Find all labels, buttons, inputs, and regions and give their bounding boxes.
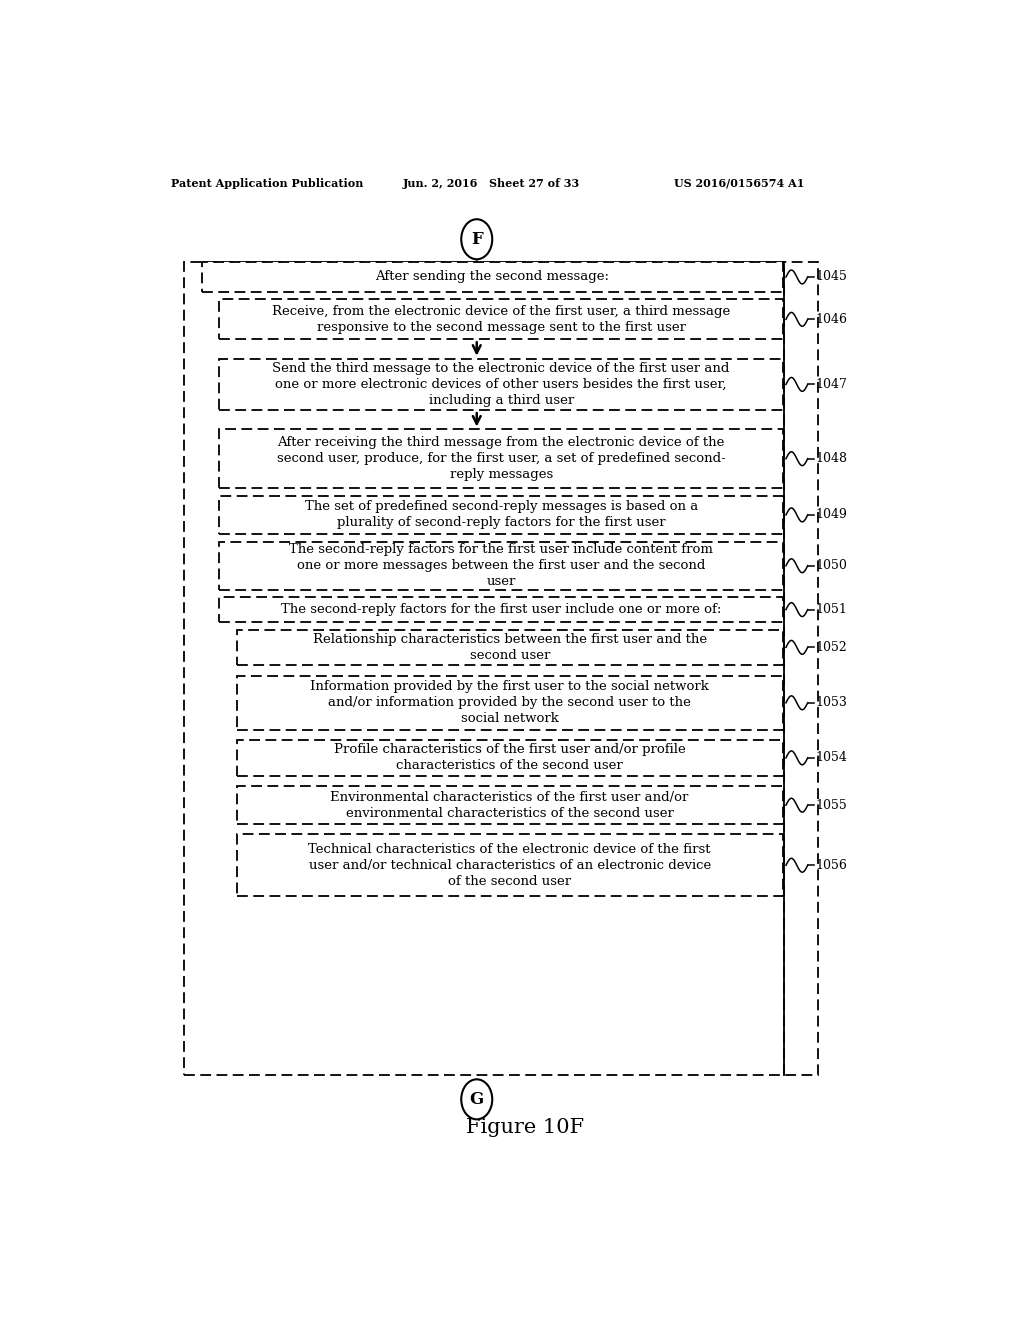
FancyBboxPatch shape xyxy=(202,263,783,292)
FancyBboxPatch shape xyxy=(219,496,783,535)
FancyBboxPatch shape xyxy=(219,543,783,590)
Text: F: F xyxy=(471,231,482,248)
FancyBboxPatch shape xyxy=(237,676,783,730)
Text: Environmental characteristics of the first user and/or
environmental characteris: Environmental characteristics of the fir… xyxy=(331,791,689,820)
Text: Information provided by the first user to the social network
and/or information : Information provided by the first user t… xyxy=(310,680,710,725)
Text: Relationship characteristics between the first user and the
second user: Relationship characteristics between the… xyxy=(312,632,707,661)
FancyBboxPatch shape xyxy=(237,630,783,665)
Text: 1049: 1049 xyxy=(815,508,847,521)
Text: The set of predefined second-reply messages is based on a
plurality of second-re: The set of predefined second-reply messa… xyxy=(304,500,697,529)
Text: 1052: 1052 xyxy=(815,640,847,653)
Text: Jun. 2, 2016   Sheet 27 of 33: Jun. 2, 2016 Sheet 27 of 33 xyxy=(403,178,581,189)
FancyBboxPatch shape xyxy=(219,359,783,411)
Text: 1056: 1056 xyxy=(815,859,847,871)
Text: Figure 10F: Figure 10F xyxy=(466,1118,584,1137)
Text: 1047: 1047 xyxy=(815,378,847,391)
Text: Patent Application Publication: Patent Application Publication xyxy=(171,178,362,189)
Text: 1045: 1045 xyxy=(815,271,847,284)
Text: 1055: 1055 xyxy=(815,799,847,812)
Text: After receiving the third message from the electronic device of the
second user,: After receiving the third message from t… xyxy=(276,436,726,482)
Text: US 2016/0156574 A1: US 2016/0156574 A1 xyxy=(675,178,805,189)
Text: After sending the second message:: After sending the second message: xyxy=(375,271,609,284)
FancyBboxPatch shape xyxy=(219,598,783,622)
Text: 1050: 1050 xyxy=(815,560,847,573)
FancyBboxPatch shape xyxy=(219,429,783,488)
Text: 1046: 1046 xyxy=(815,313,848,326)
Ellipse shape xyxy=(461,1080,493,1119)
FancyBboxPatch shape xyxy=(219,300,783,339)
Text: 1048: 1048 xyxy=(815,453,848,465)
Text: Profile characteristics of the first user and/or profile
characteristics of the : Profile characteristics of the first use… xyxy=(334,743,685,772)
Text: Technical characteristics of the electronic device of the first
user and/or tech: Technical characteristics of the electro… xyxy=(308,842,711,888)
Text: Receive, from the electronic device of the first user, a third message
responsiv: Receive, from the electronic device of t… xyxy=(272,305,730,334)
FancyBboxPatch shape xyxy=(237,785,783,825)
Text: 1053: 1053 xyxy=(815,696,847,709)
FancyBboxPatch shape xyxy=(237,834,783,896)
FancyBboxPatch shape xyxy=(183,263,818,1074)
Text: The second-reply factors for the first user include content from
one or more mes: The second-reply factors for the first u… xyxy=(289,544,713,589)
Text: G: G xyxy=(470,1090,484,1107)
FancyBboxPatch shape xyxy=(237,739,783,776)
Text: 1051: 1051 xyxy=(815,603,847,616)
Text: The second-reply factors for the first user include one or more of:: The second-reply factors for the first u… xyxy=(281,603,721,616)
Text: 1054: 1054 xyxy=(815,751,847,764)
Text: Send the third message to the electronic device of the first user and
one or mor: Send the third message to the electronic… xyxy=(272,362,730,407)
Ellipse shape xyxy=(461,219,493,259)
